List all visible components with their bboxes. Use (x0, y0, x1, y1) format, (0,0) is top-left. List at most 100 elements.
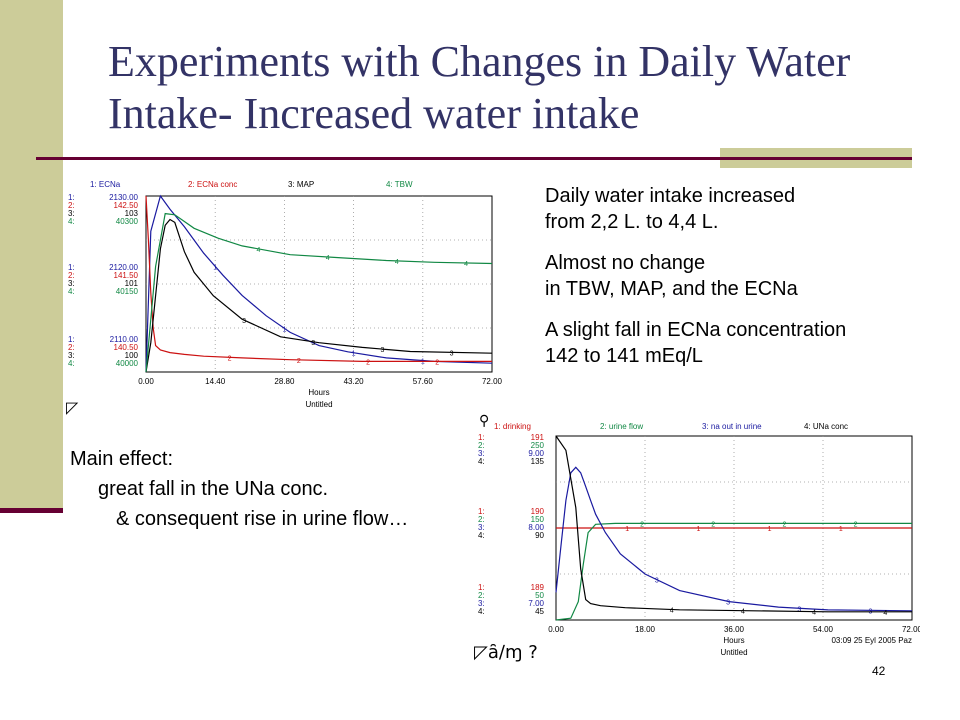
paragraph-water-intake: Daily water intake increased from 2,2 L.… (545, 183, 955, 235)
series-marker: 3 (726, 599, 730, 606)
series-marker: 4 (812, 610, 816, 617)
series-marker: 3 (655, 578, 659, 585)
text-line: A slight fall in ECNa concentration (545, 319, 847, 341)
x-tick-label: 43.20 (344, 377, 365, 386)
y-axis-value-label: 135 (531, 457, 545, 466)
series-marker: 1 (696, 526, 700, 533)
x-axis-label: Hours (723, 636, 744, 645)
x-tick-label: 0.00 (138, 377, 154, 386)
y-axis-series-key: 4: (478, 607, 485, 616)
y-axis-series-key: 3: (478, 449, 485, 458)
y-axis-series-key: 1: (68, 193, 75, 202)
y-axis-series-key: 1: (68, 263, 75, 272)
series-marker: 4 (670, 607, 674, 614)
series-marker: 1 (839, 526, 843, 533)
series-marker: 1 (213, 264, 217, 271)
y-axis-value-label: 101 (125, 279, 139, 288)
y-axis-series-key: 1: (478, 507, 485, 516)
y-axis-value-label: 140.50 (114, 343, 139, 352)
pin-icon: ⚲ (479, 413, 490, 429)
series-line (145, 194, 493, 373)
series-marker: 1 (768, 526, 772, 533)
series-marker: 1 (282, 326, 286, 333)
series-marker: 1 (352, 351, 356, 358)
text-line: Almost no change (545, 252, 706, 274)
y-axis-value-label: 100 (125, 351, 139, 360)
x-tick-label: 72.00 (902, 625, 920, 634)
y-axis-series-key: 3: (68, 209, 75, 218)
y-axis-series-key: 1: (68, 335, 75, 344)
series-marker: 4 (256, 247, 260, 254)
x-tick-label: 28.80 (274, 377, 295, 386)
series-marker: 3 (450, 350, 454, 357)
text-line: in TBW, MAP, and the ECNa (545, 278, 798, 300)
y-axis-value-label: 40000 (116, 359, 139, 368)
y-axis-series-key: 4: (68, 359, 75, 368)
series-marker: 4 (883, 610, 887, 617)
legend-label: 3: MAP (288, 180, 314, 189)
x-tick-label: 57.60 (413, 377, 434, 386)
y-axis-series-key: 2: (68, 201, 75, 210)
series-marker: 2 (782, 521, 786, 528)
text-line: Daily water intake increased (545, 185, 796, 207)
sidebar-accent-bar (0, 0, 63, 510)
x-tick-label: 14.40 (205, 377, 226, 386)
y-axis-series-key: 2: (478, 515, 485, 524)
y-axis-value-label: 8.00 (528, 523, 544, 532)
y-axis-series-key: 4: (68, 287, 75, 296)
main-effect-heading: Main effect: (70, 448, 174, 470)
series-marker: 2 (640, 521, 644, 528)
y-axis-value-label: 103 (125, 209, 139, 218)
y-axis-series-key: 1: (478, 433, 485, 442)
y-axis-value-label: 2120.00 (109, 263, 138, 272)
legend-label: 3: na out in urine (702, 422, 762, 431)
series-marker: 2 (297, 358, 301, 365)
series-marker: 2 (228, 355, 232, 362)
series-marker: 1 (421, 359, 425, 366)
y-axis-series-key: 4: (478, 531, 485, 540)
y-axis-value-label: 2110.00 (110, 335, 139, 344)
slide-number: 42 (872, 664, 886, 678)
x-tick-label: 18.00 (635, 625, 656, 634)
y-axis-series-key: 3: (68, 279, 75, 288)
chart-urine-flow-una: 1: drinking 2: urine flow 3: na out in uri… (478, 422, 920, 657)
legend-label: 4: UNa conc (804, 422, 848, 431)
main-effect-text: Main effect: great fall in the UNa conc.… (70, 444, 408, 534)
y-axis-series-key: 2: (478, 591, 485, 600)
y-axis-series-key: 2: (478, 441, 485, 450)
y-axis-series-key: 2: (68, 343, 75, 352)
y-axis-value-label: 90 (535, 531, 544, 540)
legend-label: 2: urine flow (600, 422, 643, 431)
series-marker: 3 (311, 340, 315, 347)
series-marker: 4 (326, 255, 330, 262)
legend-label: 2: ECNa conc (188, 180, 237, 189)
chart-footer: Untitled (305, 400, 332, 409)
y-axis-series-key: 3: (478, 599, 485, 608)
y-axis-value-label: 250 (531, 441, 545, 450)
x-tick-label: 36.00 (724, 625, 745, 634)
y-axis-value-label: 150 (531, 515, 545, 524)
series-marker: 2 (854, 521, 858, 528)
y-axis-value-label: 2130.00 (109, 193, 138, 202)
series-marker: 3 (380, 347, 384, 354)
x-tick-label: 72.00 (482, 377, 503, 386)
legend-label: 4: TBW (386, 180, 413, 189)
series-line (555, 466, 913, 612)
y-axis-series-key: 3: (478, 523, 485, 532)
y-axis-series-key: 3: (68, 351, 75, 360)
series-marker: 2 (435, 359, 439, 366)
y-axis-series-key: 4: (68, 217, 75, 226)
y-axis-value-label: 190 (531, 507, 545, 516)
chart-timestamp: 03:09 25 Eyl 2005 Paz (831, 636, 912, 645)
series-marker: 1 (625, 526, 629, 533)
text-line: 142 to 141 mEq/L (545, 345, 703, 367)
series-marker: 3 (797, 606, 801, 613)
series-marker: 2 (711, 521, 715, 528)
y-axis-series-key: 1: (478, 583, 485, 592)
y-axis-value-label: 50 (535, 591, 544, 600)
series-line (145, 212, 493, 373)
x-tick-label: 0.00 (548, 625, 564, 634)
text-line: from 2,2 L. to 4,4 L. (545, 211, 719, 233)
y-axis-value-label: 191 (531, 433, 545, 442)
legend-label: 1: drinking (494, 422, 531, 431)
